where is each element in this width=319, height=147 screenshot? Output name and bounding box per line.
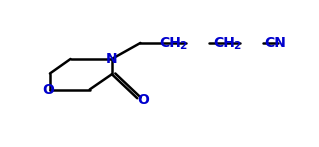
- Text: 2: 2: [233, 41, 240, 51]
- Text: CN: CN: [264, 36, 286, 50]
- Text: N: N: [106, 52, 118, 66]
- Text: O: O: [42, 82, 54, 97]
- Text: O: O: [137, 93, 149, 107]
- Text: CH: CH: [214, 36, 235, 50]
- Text: CH: CH: [160, 36, 182, 50]
- Text: 2: 2: [179, 41, 186, 51]
